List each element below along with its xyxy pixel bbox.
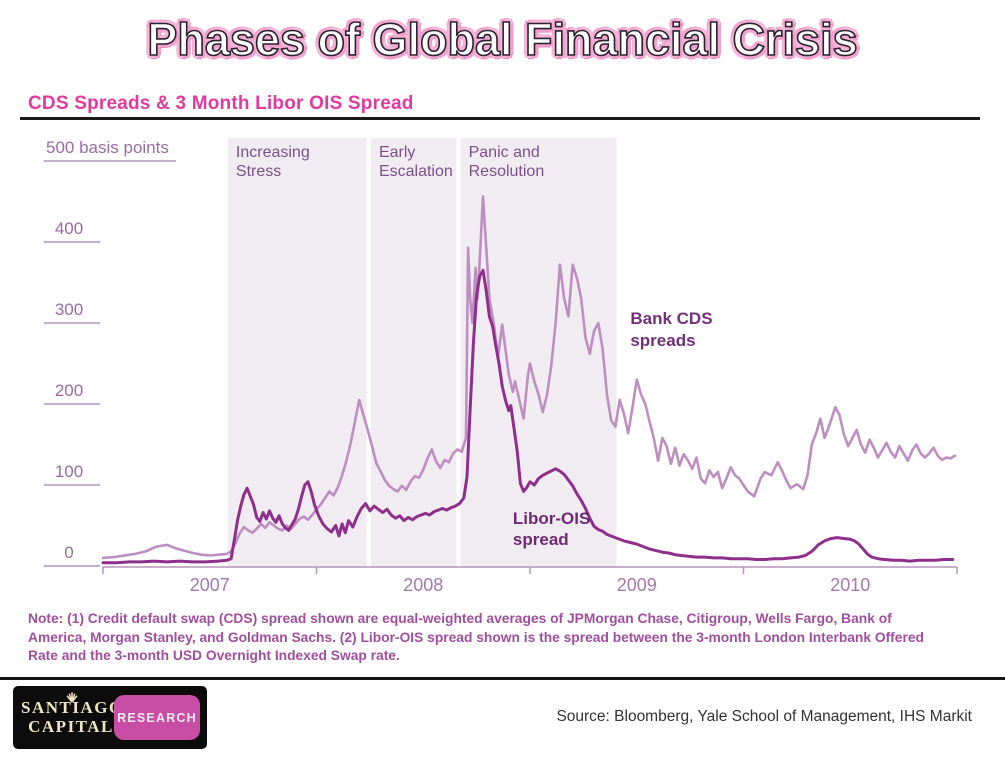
y-tick-label-300: 300 xyxy=(54,300,84,319)
y-axis-top-label: 500 basis points xyxy=(46,138,169,157)
footnote-text: Note: (1) Credit default swap (CDS) spre… xyxy=(28,611,924,664)
series-line-bank-cds xyxy=(101,195,957,560)
santiago-capital-logo: Santiago Capital RESEARCH xyxy=(13,686,207,749)
logo-wordmark: Santiago Capital xyxy=(21,698,124,736)
y-tick-label-0: 0 xyxy=(64,543,74,562)
series-label-bank-cds: Bank CDS spreads xyxy=(630,309,713,350)
source-attribution: Source: Bloomberg, Yale School of Manage… xyxy=(556,708,972,725)
x-year-label-2009: 2009 xyxy=(616,575,657,595)
phase-label-3: Panic and Resolution xyxy=(468,144,545,180)
y-tick-label-100: 100 xyxy=(54,462,84,481)
phase-label-2: Early Escalation xyxy=(378,144,453,180)
top-divider xyxy=(20,117,980,120)
page-title: Phases of Global Financial Crisis xyxy=(147,13,859,66)
series-line-libor-ois xyxy=(101,268,955,565)
bottom-divider xyxy=(0,677,1005,680)
line-chart: Increasing Stress Early Escalation Panic a… xyxy=(0,130,1005,600)
x-year-label-2007: 2007 xyxy=(189,575,230,595)
phase-label-1: Increasing Stress xyxy=(235,144,310,180)
logo-line1: Santiago xyxy=(21,698,124,717)
logo-line2: Capital xyxy=(28,716,114,736)
y-tick-label-200: 200 xyxy=(54,381,84,400)
phase-region-2 xyxy=(370,138,457,567)
research-badge: RESEARCH xyxy=(114,695,200,740)
series-label-libor-ois: Libor-OIS spread xyxy=(512,508,591,549)
chart-subtitle: CDS Spreads & 3 Month Libor OIS Spread xyxy=(28,93,414,114)
x-year-label-2010: 2010 xyxy=(830,575,871,595)
x-year-label-2008: 2008 xyxy=(403,575,444,595)
phase-region-1 xyxy=(227,138,367,567)
chart-canvas xyxy=(44,138,958,574)
shell-icon xyxy=(65,690,79,708)
y-tick-label-400: 400 xyxy=(54,219,84,238)
